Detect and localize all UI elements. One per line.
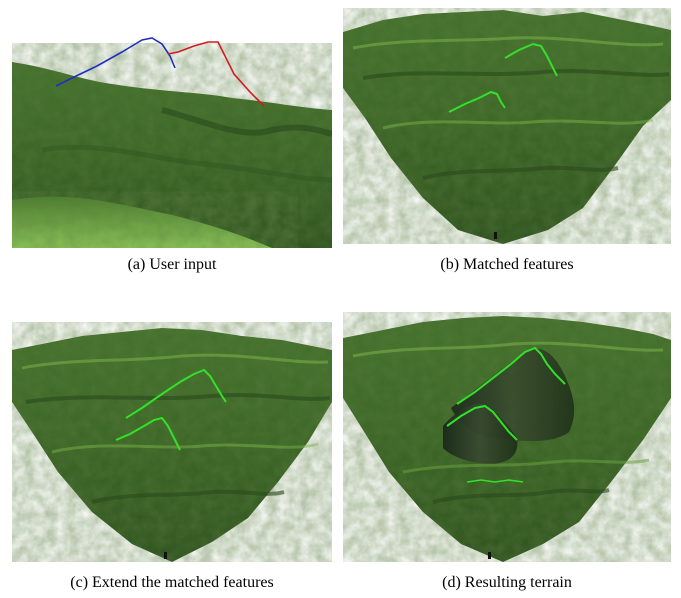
panel-a-image bbox=[12, 30, 332, 248]
caption-d: (d) Resulting terrain bbox=[442, 574, 572, 591]
caption-c: (c) Extend the matched features bbox=[70, 574, 274, 591]
user-sketch-stroke-blue bbox=[55, 37, 176, 87]
user-sketch-stroke-red bbox=[167, 41, 265, 107]
caption-a: (a) User input bbox=[127, 256, 217, 273]
result-feature-upper bbox=[456, 346, 566, 405]
extended-feature-lower bbox=[115, 416, 181, 451]
result-feature-flat bbox=[466, 479, 524, 483]
extended-feature-upper bbox=[125, 368, 227, 419]
matched-feature-lower bbox=[448, 90, 506, 113]
panel-c-image bbox=[12, 322, 332, 562]
matched-feature-upper bbox=[504, 42, 558, 77]
panel-b-image bbox=[343, 8, 671, 244]
panel-d-image bbox=[343, 312, 671, 562]
caption-b: (b) Matched features bbox=[440, 256, 574, 273]
result-feature-lower bbox=[446, 404, 518, 441]
